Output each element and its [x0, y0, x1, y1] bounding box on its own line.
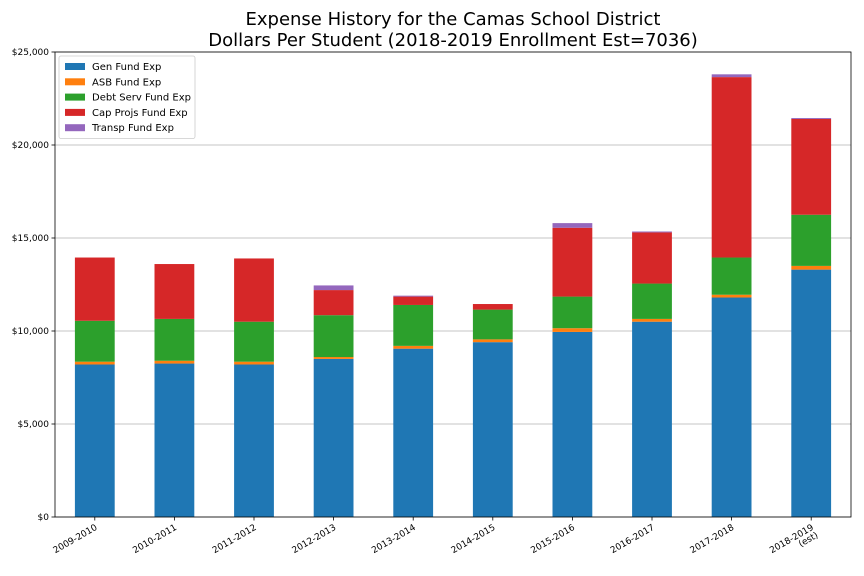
bar-segment [154, 318, 195, 361]
bar-segment [313, 290, 354, 316]
bar-segment [791, 269, 832, 517]
y-tick-label: $5,000 [18, 420, 50, 430]
bar-segment [154, 360, 195, 364]
bar-segment [791, 118, 832, 215]
bar-segment [632, 283, 672, 319]
legend-label: Debt Serv Fund Exp [92, 93, 191, 104]
bar-segment [313, 358, 354, 517]
bar-segment [552, 223, 593, 228]
bar-segment [74, 257, 115, 321]
bar-segment [632, 232, 672, 284]
bar-segment [552, 227, 593, 297]
chart-title-line-2: Dollars Per Student (2018-2019 Enrollmen… [208, 30, 698, 51]
bar-segment [154, 264, 195, 319]
y-tick-label: $10,000 [12, 327, 49, 337]
legend-label: Gen Fund Exp [92, 62, 161, 73]
bar-segment [393, 348, 434, 517]
bar-segment [791, 265, 832, 270]
y-axis: $0 $5,000 $10,000 $15,000 $20,000 $25,000 [12, 48, 55, 523]
y-tick-label: $25,000 [12, 48, 49, 58]
bar-segment [393, 295, 434, 297]
legend-swatch [65, 108, 85, 116]
bar-segment [74, 364, 115, 517]
bar-segment [632, 321, 672, 517]
bar-segment [313, 357, 354, 359]
bar-segment [791, 214, 832, 266]
legend: Gen Fund Exp ASB Fund Exp Debt Serv Fund E… [58, 55, 196, 139]
legend-swatch [65, 93, 85, 101]
chart-title-line-1: Expense History for the Camas School Dis… [246, 9, 661, 30]
bar-segment [552, 331, 593, 517]
y-tick-label: $0 [38, 513, 50, 523]
bar-segment [472, 304, 513, 310]
plot-area-frame [54, 51, 852, 518]
bar-segment [791, 118, 832, 119]
bar-segment [74, 361, 115, 365]
bar-segment [234, 361, 274, 365]
bar-segment [234, 258, 274, 322]
y-tick-label: $20,000 [12, 141, 49, 151]
bar-segment [313, 285, 354, 291]
bar-segment [711, 294, 752, 298]
bar-segment [711, 257, 752, 295]
bar-segment [552, 296, 593, 329]
bar-segment [393, 304, 434, 346]
bar-segment [711, 297, 752, 517]
bar-segment [711, 77, 752, 258]
bar-segment [393, 345, 434, 349]
legend-swatch [65, 63, 85, 70]
bar-segment [711, 74, 752, 78]
bar-segment [472, 339, 513, 343]
bar-segment [632, 318, 672, 322]
bar-segment [472, 342, 513, 517]
bar-segment [393, 296, 434, 305]
bar-segment [74, 320, 115, 362]
legend-swatch [65, 124, 85, 132]
bar-segment [154, 363, 195, 517]
bar-segment [313, 315, 354, 358]
legend-label: Cap Projs Fund Exp [92, 108, 188, 119]
legend-label: ASB Fund Exp [92, 77, 161, 88]
bar-segment [552, 328, 593, 332]
bar-stacks [74, 74, 832, 517]
bar-segment [472, 309, 513, 340]
legend-swatch [65, 78, 85, 86]
bar-segment [234, 364, 274, 517]
legend-label: Transp Fund Exp [91, 123, 174, 134]
bar-segment [234, 321, 274, 362]
y-tick-label: $15,000 [12, 234, 49, 244]
legend-box [58, 55, 196, 139]
bar-segment [632, 231, 672, 233]
